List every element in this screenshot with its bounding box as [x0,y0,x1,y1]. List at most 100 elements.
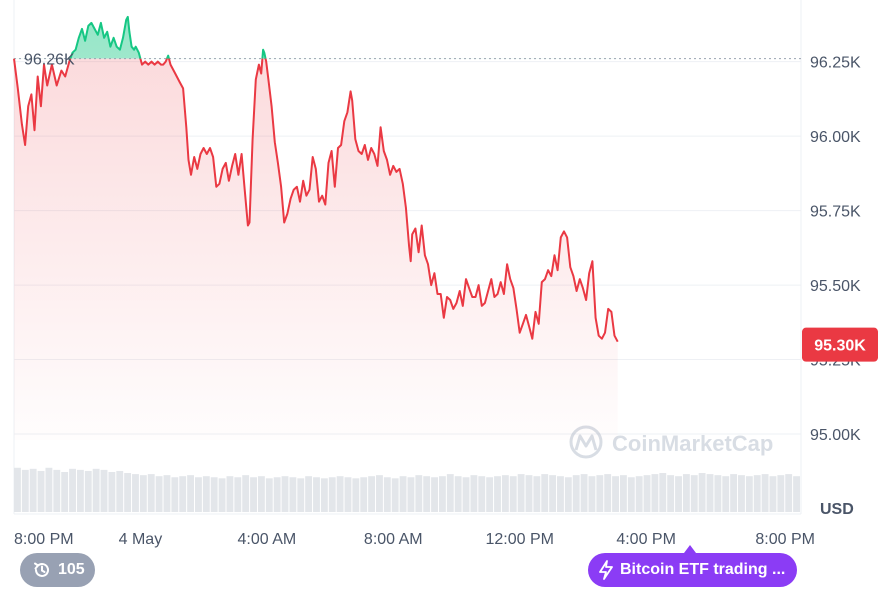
volume-bar [738,475,745,512]
volume-bar [376,475,383,512]
volume-bar [179,476,187,512]
price-line-down [13,58,619,343]
x-tick-label: 4 May [119,531,163,548]
history-count: 105 [58,561,85,578]
volume-bar [195,477,202,512]
volume-bar [525,475,533,512]
reference-label: 96.26K [24,52,75,69]
currency-label: USD [820,501,854,518]
history-button[interactable]: 105 [20,553,95,587]
volume-bar [486,477,494,512]
volume-bar [761,474,769,512]
volume-bar [690,475,698,512]
volume-bar [572,475,580,512]
volume-bar [242,475,250,512]
volume-bar [777,475,785,512]
history-icon [32,560,52,580]
volume-bar [431,477,438,512]
volume-bar [509,476,517,512]
watermark-text: CoinMarketCap [612,431,773,456]
volume-bar [257,476,265,512]
volume-bars [14,467,800,512]
volume-bar [37,470,45,512]
volume-bar [438,476,446,512]
current-price-badge: 95.30K [802,327,878,362]
lightning-icon [598,560,614,580]
price-area-up [14,16,618,59]
volume-bar [769,476,777,512]
volume-bar [675,476,682,512]
price-area [14,16,618,440]
volume-bar [604,474,612,512]
volume-bar [124,473,132,512]
volume-bar [706,474,714,512]
current-price-label: 95.30K [814,338,866,355]
volume-bar [289,477,297,512]
volume-bar [226,476,234,512]
volume-bar [470,475,478,512]
volume-bar [265,478,273,512]
volume-bar [45,467,53,512]
volume-bar [454,476,462,512]
volume-bar [501,475,509,512]
x-tick-label: 4:00 AM [237,531,296,548]
volume-bar [478,476,486,512]
news-button[interactable]: Bitcoin ETF trading ... [588,553,798,587]
volume-bar [745,476,753,512]
y-tick-label: 95.50K [810,278,861,295]
y-tick-label: 96.25K [810,55,861,72]
volume-bar [218,478,226,512]
volume-bar [612,476,619,512]
volume-bar [108,471,116,512]
volume-bar [202,476,210,512]
volume-bar [84,470,92,512]
x-axis: 8:00 PM 4 May 4:00 AM 8:00 AM 12:00 PM 4:00 P… [14,531,815,548]
volume-bar [147,474,155,512]
volume-bar [313,477,320,512]
x-tick-label: 8:00 PM [755,531,815,548]
volume-bar [171,477,179,512]
x-tick-label: 8:00 AM [364,531,423,548]
volume-bar [391,478,399,512]
volume-bar [320,478,328,512]
volume-bar [619,475,627,512]
volume-bar [596,475,604,512]
price-line [13,15,619,343]
volume-bar [446,474,454,512]
volume-bar [557,476,564,512]
volume-bar [564,477,572,512]
volume-bar [92,468,100,512]
y-tick-label: 95.75K [810,204,861,221]
volume-bar [155,476,163,512]
watermark: CoinMarketCap [569,425,773,459]
volume-bar [517,474,525,512]
y-tick-label: 96.00K [810,129,861,146]
news-pointer [684,545,696,553]
volume-bar [53,469,61,512]
volume-bar [69,468,76,512]
volume-bar [132,474,139,512]
volume-bar [651,474,659,512]
price-line-up [13,15,267,59]
volume-bar [336,476,344,512]
volume-bar [549,475,557,512]
volume-bar [423,476,431,512]
volume-bar [785,474,793,512]
volume-bar [352,478,360,512]
volume-bar [635,476,643,512]
volume-bar [210,477,218,512]
x-tick-label: 4:00 PM [616,531,676,548]
volume-bar [29,468,37,512]
volume-bar [541,474,549,512]
volume-bar [250,477,257,512]
volume-bar [21,469,29,512]
volume-bar [722,476,730,512]
volume-bar [328,477,336,512]
volume-bar [415,475,423,512]
volume-bar [494,476,501,512]
volume-bar [667,475,675,512]
volume-bar [753,475,761,512]
volume-bar [407,477,415,512]
